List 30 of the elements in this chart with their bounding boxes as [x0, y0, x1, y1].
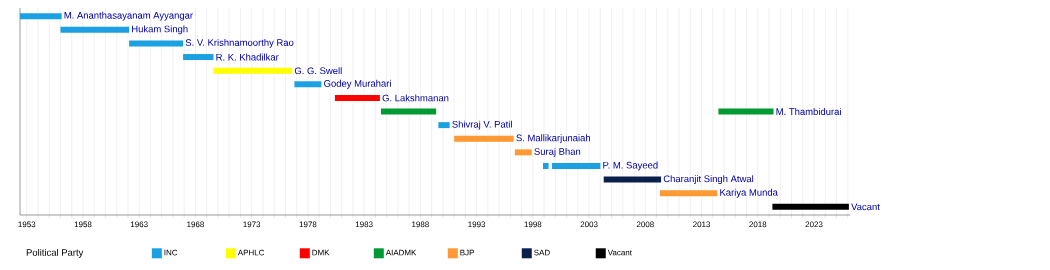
- y-tick-label: G. Lakshmanan: [382, 94, 449, 102]
- bar: [454, 135, 514, 142]
- y-tick-label: P. M. Sayeed: [603, 161, 658, 171]
- y-tick-label: G. G. Swell: [294, 67, 342, 75]
- bar: [334, 94, 380, 101]
- y-tick-label: Kariya Munda: [720, 188, 778, 198]
- y-tick-label: Godey Murahari: [324, 79, 391, 89]
- bar: [542, 162, 549, 169]
- legend-title: Political Party: [26, 248, 84, 258]
- bar: [20, 13, 62, 20]
- bar: [183, 54, 214, 61]
- bar: [60, 26, 130, 33]
- y-tick-label: Hukam Singh: [132, 25, 188, 35]
- bar: [129, 40, 184, 47]
- bar: [514, 149, 532, 156]
- y-tick-label: R. K. Khadilkar: [216, 53, 279, 61]
- bar: [551, 162, 601, 169]
- y-tick-label: Shivraj V. Patil: [452, 120, 512, 130]
- bar: [772, 203, 849, 210]
- y-tick-label: S. Mallikarjunaiah: [516, 134, 590, 144]
- bar: [294, 81, 322, 88]
- y-tick-label: M. Thambidurai: [776, 108, 841, 115]
- bar: [438, 122, 450, 129]
- y-tick-label: S. V. Krishnamoorthy Rao: [185, 39, 294, 48]
- y-tick-label: Charanjit Singh Atwal: [663, 175, 754, 185]
- y-tick-label: Suraj Bhan: [534, 147, 581, 157]
- bar: [213, 67, 293, 74]
- bar: [659, 190, 718, 197]
- bar: [603, 176, 662, 183]
- y-tick-label: M. Ananthasayanam Ayyangar: [64, 11, 193, 21]
